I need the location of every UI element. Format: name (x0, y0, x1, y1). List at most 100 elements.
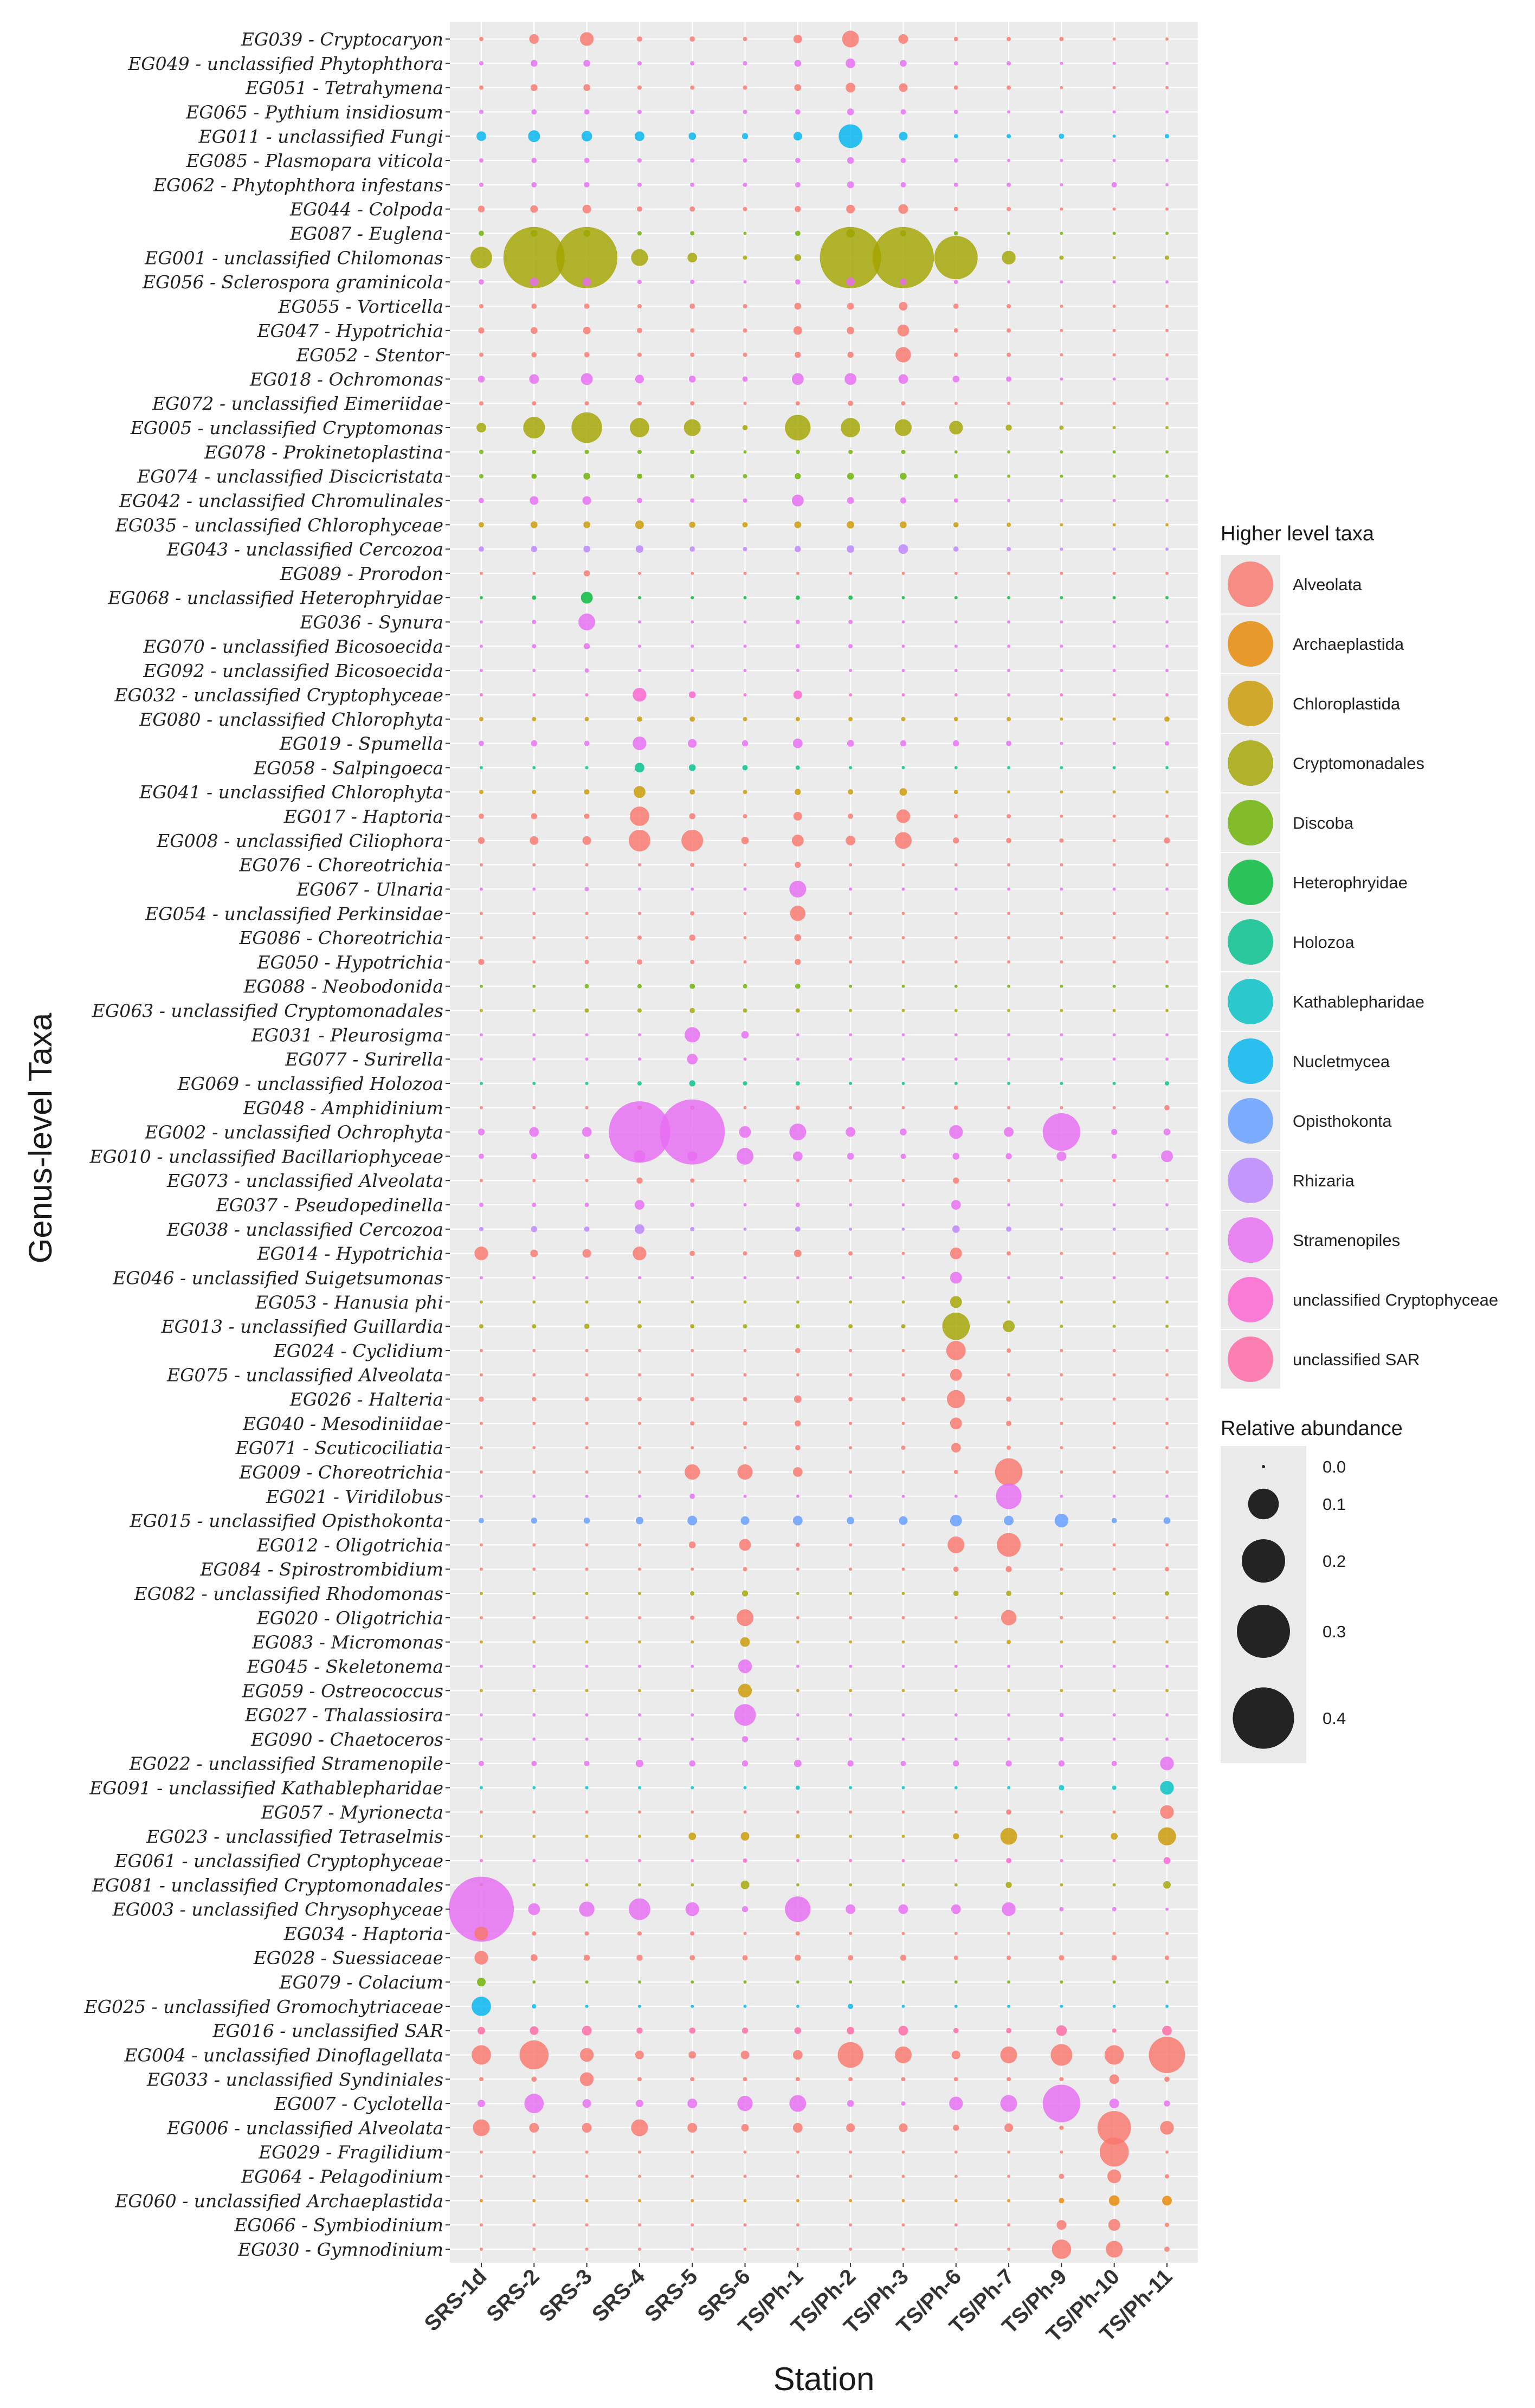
bubble-eg002-srs-4 (609, 1101, 670, 1163)
bubble-eg064-ts-ph-11 (1165, 2174, 1169, 2179)
bubble-eg018-srs-1d (478, 376, 485, 383)
bubble-eg056-srs-3 (582, 277, 591, 287)
bubble-eg014-ts-ph-2 (848, 1251, 853, 1256)
bubble-eg022-srs-2 (531, 1760, 537, 1766)
bubble-eg069-ts-ph-1 (795, 1081, 800, 1086)
bubble-eg042-srs-4 (637, 498, 642, 503)
bubble-eg069-srs-3 (585, 1081, 589, 1085)
y-tick-label-eg029: EG029 - Fragilidium (258, 2142, 443, 2163)
bubble-eg028-srs-5 (689, 1955, 695, 1961)
bubble-eg064-ts-ph-7 (1007, 2174, 1011, 2178)
bubble-eg088-ts-ph-11 (1165, 984, 1169, 988)
bubble-eg087-ts-ph-10 (1112, 231, 1116, 235)
bubble-eg017-ts-ph-11 (1165, 815, 1169, 818)
bubble-eg075-ts-ph-1 (796, 1373, 799, 1377)
bubble-eg026-ts-ph-2 (848, 1397, 853, 1402)
bubble-eg051-ts-ph-2 (846, 82, 856, 93)
bubble-eg037-ts-ph-2 (849, 1203, 853, 1207)
bubble-eg070-srs-4 (637, 644, 641, 648)
bubble-eg048-ts-ph-7 (1007, 1106, 1011, 1109)
bubble-eg026-ts-ph-9 (1060, 1397, 1063, 1401)
bubble-eg028-ts-ph-6 (953, 1955, 958, 1960)
y-tick-label-eg042: EG042 - unclassified Chromulinales (119, 490, 443, 511)
bubble-eg027-srs-5 (691, 1713, 694, 1717)
bubble-eg014-srs-1d (474, 1247, 488, 1261)
bubble-eg077-srs-3 (585, 1057, 589, 1061)
bubble-eg068-ts-ph-1 (795, 595, 800, 600)
bubble-eg045-ts-ph-3 (901, 1664, 905, 1668)
bubble-eg089-ts-ph-9 (1060, 571, 1063, 575)
bubble-eg037-ts-ph-1 (795, 1203, 800, 1208)
bubble-eg092-ts-ph-3 (901, 669, 905, 673)
bubble-eg052-ts-ph-9 (1060, 353, 1063, 357)
bubble-eg021-ts-ph-9 (1060, 1494, 1063, 1498)
bubble-eg082-srs-5 (690, 1591, 695, 1596)
bubble-eg046-ts-ph-6 (950, 1271, 962, 1284)
bubble-eg030-ts-ph-9 (1052, 2239, 1072, 2259)
bubble-eg021-ts-ph-1 (796, 1494, 799, 1498)
bubble-eg031-ts-ph-3 (901, 1033, 905, 1037)
bubble-eg003-srs-1d (449, 1876, 514, 1942)
bubble-eg039-ts-ph-2 (842, 30, 859, 48)
bubble-eg028-ts-ph-11 (1165, 1955, 1169, 1960)
bubble-eg045-ts-ph-11 (1165, 1664, 1169, 1668)
size-legend-label: 0.3 (1323, 1622, 1346, 1641)
bubble-eg061-ts-ph-6 (954, 1858, 958, 1862)
bubble-eg017-ts-ph-2 (848, 814, 854, 819)
bubble-eg031-ts-ph-10 (1112, 1033, 1116, 1037)
bubble-eg041-srs-5 (689, 789, 695, 795)
bubble-eg001-ts-ph-3 (872, 227, 934, 288)
bubble-eg076-ts-ph-9 (1060, 863, 1063, 867)
bubble-eg031-ts-ph-2 (849, 1033, 853, 1037)
bubble-eg011-ts-ph-9 (1059, 133, 1065, 139)
bubble-eg051-ts-ph-11 (1165, 86, 1169, 89)
y-tick-label-eg077: EG077 - Surirella (285, 1049, 443, 1070)
bubble-eg016-srs-3 (582, 2025, 592, 2036)
bubble-eg029-srs-5 (691, 2150, 694, 2154)
bubble-eg078-srs-6 (743, 450, 747, 454)
bubble-eg039-srs-5 (689, 36, 695, 42)
bubble-eg058-ts-ph-7 (1007, 766, 1011, 770)
bubble-eg083-srs-4 (637, 1640, 641, 1644)
bubble-eg076-ts-ph-1 (795, 861, 801, 868)
y-tick-label-eg058: EG058 - Salpingoeca (253, 757, 443, 778)
bubble-eg076-srs-3 (585, 863, 589, 867)
bubble-eg038-ts-ph-10 (1112, 1227, 1116, 1231)
bubble-eg002-ts-ph-10 (1111, 1128, 1118, 1135)
bubble-eg065-srs-6 (743, 109, 747, 114)
bubble-eg069-ts-ph-11 (1165, 1081, 1169, 1086)
bubble-eg004-srs-3 (579, 2048, 594, 2062)
y-tick-label-eg069: EG069 - unclassified Holozoa (177, 1073, 443, 1094)
bubble-eg034-ts-ph-7 (1007, 1932, 1011, 1935)
bubble-eg029-srs-2 (532, 2150, 536, 2154)
color-legend-swatch (1228, 561, 1273, 607)
bubble-eg023-ts-ph-2 (849, 1835, 853, 1838)
bubble-eg055-ts-ph-6 (953, 304, 959, 309)
bubble-eg007-srs-4 (635, 2100, 643, 2108)
bubble-eg024-ts-ph-2 (849, 1348, 853, 1352)
bubble-eg010-srs-3 (584, 1153, 590, 1159)
bubble-eg069-srs-4 (637, 1081, 642, 1086)
bubble-layer (449, 30, 1185, 2259)
bubble-eg037-ts-ph-9 (1060, 1203, 1063, 1207)
bubble-eg048-ts-ph-2 (849, 1106, 853, 1109)
bubble-eg053-ts-ph-10 (1112, 1300, 1116, 1304)
bubble-eg060-srs-2 (532, 2199, 536, 2203)
bubble-eg046-srs-3 (585, 1276, 589, 1280)
bubble-eg070-srs-2 (532, 644, 537, 649)
bubble-eg036-ts-ph-2 (848, 619, 853, 624)
bubble-eg008-srs-3 (582, 836, 591, 845)
bubble-eg040-srs-1d (480, 1422, 483, 1425)
bubble-eg052-ts-ph-3 (895, 347, 911, 363)
bubble-eg036-ts-ph-7 (1007, 620, 1011, 624)
y-tick-label-eg004: EG004 - unclassified Dinoflagellata (124, 2044, 443, 2065)
bubble-eg016-ts-ph-6 (953, 2028, 959, 2033)
bubble-eg047-ts-ph-11 (1165, 328, 1169, 332)
bubble-eg020-ts-ph-11 (1165, 1616, 1169, 1619)
bubble-eg018-ts-ph-9 (1060, 377, 1063, 381)
bubble-eg049-ts-ph-7 (1007, 61, 1011, 66)
bubble-eg026-srs-3 (584, 1397, 589, 1402)
bubble-eg017-ts-ph-10 (1112, 815, 1116, 818)
bubble-eg026-srs-6 (743, 1397, 747, 1402)
bubble-eg082-ts-ph-6 (953, 1591, 959, 1596)
